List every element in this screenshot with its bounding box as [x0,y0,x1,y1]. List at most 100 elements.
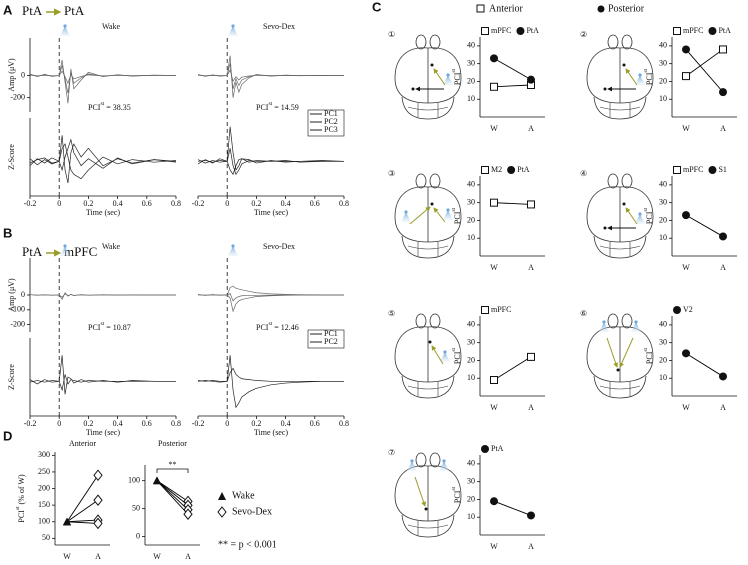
y-tick-label: 20 [659,76,667,85]
marker [682,45,690,54]
annotation-suffix: = 14.59 [274,103,299,112]
series-line [197,126,345,171]
y-tick-label: 200 [38,483,50,492]
y-axis-label-sup: st [451,486,457,490]
series-line [197,63,345,89]
series-line [156,480,189,502]
light-cone [439,461,449,471]
brain-diagram [394,34,462,120]
legend-label: Anterior [489,3,524,14]
y-axis-label-main: PCI [453,211,462,224]
y-tick-label: 30 [659,58,667,67]
site-dot [430,202,434,206]
y-axis-label: Z-Score [7,364,16,390]
arrow [414,476,427,507]
light-cone [631,322,641,332]
x-tick-label: 0.6 [310,199,320,208]
annotation-suffix: = 10.87 [106,323,131,332]
y-tick-label: 30 [659,337,667,346]
series-line [29,293,176,298]
site-dot [616,368,620,372]
series-line [29,138,177,172]
legend-marker [481,27,489,35]
series-line [156,480,189,511]
site-dot [603,87,607,91]
x-tick-label: 0.6 [310,419,320,428]
marker [527,75,535,84]
chart-title: Posterior [158,439,187,448]
series-line [197,293,344,302]
panel-number: ① [388,30,395,39]
legend-marker [481,306,489,314]
x-tick-label: A [720,263,726,272]
y-tick-label: 30 [467,476,475,485]
legend-marker [516,27,525,35]
y-tick-label: 20 [467,215,475,224]
y-tick-label: 30 [659,197,667,206]
legend-marker [673,27,681,35]
legend-label: PC1 [324,109,338,118]
y-axis-label-suffix: (% of W) [17,474,26,504]
legend-label: mPFC [491,305,511,314]
series-line [29,65,177,94]
light-source [231,24,235,28]
light-cone [60,26,70,36]
site-dot [424,507,428,511]
x-tick-label: W [153,552,161,561]
annotation-main: PCI [256,103,269,112]
x-tick-label: 0.2 [251,199,261,208]
y-axis-label: Amp (μV) [7,58,16,92]
marker [490,82,498,91]
light-source [63,244,67,248]
x-tick-label: 0 [57,199,61,208]
annotation-suffix: = 38.35 [106,103,131,112]
y-tick-label: 10 [467,233,475,242]
legend-label: Posterior [608,3,645,14]
series-line [66,499,99,523]
x-tick-label: 0.2 [83,419,93,428]
y-tick-label: 10 [467,512,475,521]
marker [719,88,727,97]
y-tick-label: 150 [38,500,50,509]
y-axis-label: Amp (μV) [7,278,16,312]
series-line [66,519,99,523]
y-axis-label-sup: st [451,68,457,72]
annotation-sup: st [100,321,104,327]
x-tick-label: 0.6 [142,199,152,208]
series-line [156,480,189,515]
marker [490,376,498,384]
series-line [493,500,532,516]
y-axis-label-main: PCI [645,72,654,85]
y-axis-label-sup: st [451,347,457,351]
y-tick-label: 40 [467,459,475,468]
x-tick-label: W [490,263,498,272]
panel-number: ③ [388,169,395,178]
panel-number: ⑥ [580,309,587,318]
y-tick-label: 40 [659,41,667,50]
brain-diagram [586,173,654,259]
legend-label: mPFC [683,165,703,174]
y-axis-label-main: PCI [453,72,462,85]
x-tick-label: -0.2 [24,199,37,208]
y-axis-label-main: PCI [645,351,654,364]
light-source [446,73,450,77]
y-tick-label: 10 [659,94,667,103]
y-axis-label-main: Z-Score [7,144,16,170]
site-dot [622,63,626,67]
x-tick-label: 0 [225,199,229,208]
light-source [634,320,638,324]
light-cone [440,352,450,362]
y-tick-label: 100 [128,475,140,484]
legend-marker [708,27,717,35]
legend-marker [507,166,516,174]
brain-diagram [586,313,654,399]
y-tick-label: 100 [38,517,50,526]
x-tick-label: -0.2 [192,419,205,428]
y-axis-label: PCIst (% of W) [15,474,26,523]
heading-source: PtA [22,244,43,259]
legend-marker [218,492,226,500]
x-tick-label: 0.4 [281,199,291,208]
y-tick-label: 30 [467,197,475,206]
y-axis-label: Z-Score [7,144,16,170]
